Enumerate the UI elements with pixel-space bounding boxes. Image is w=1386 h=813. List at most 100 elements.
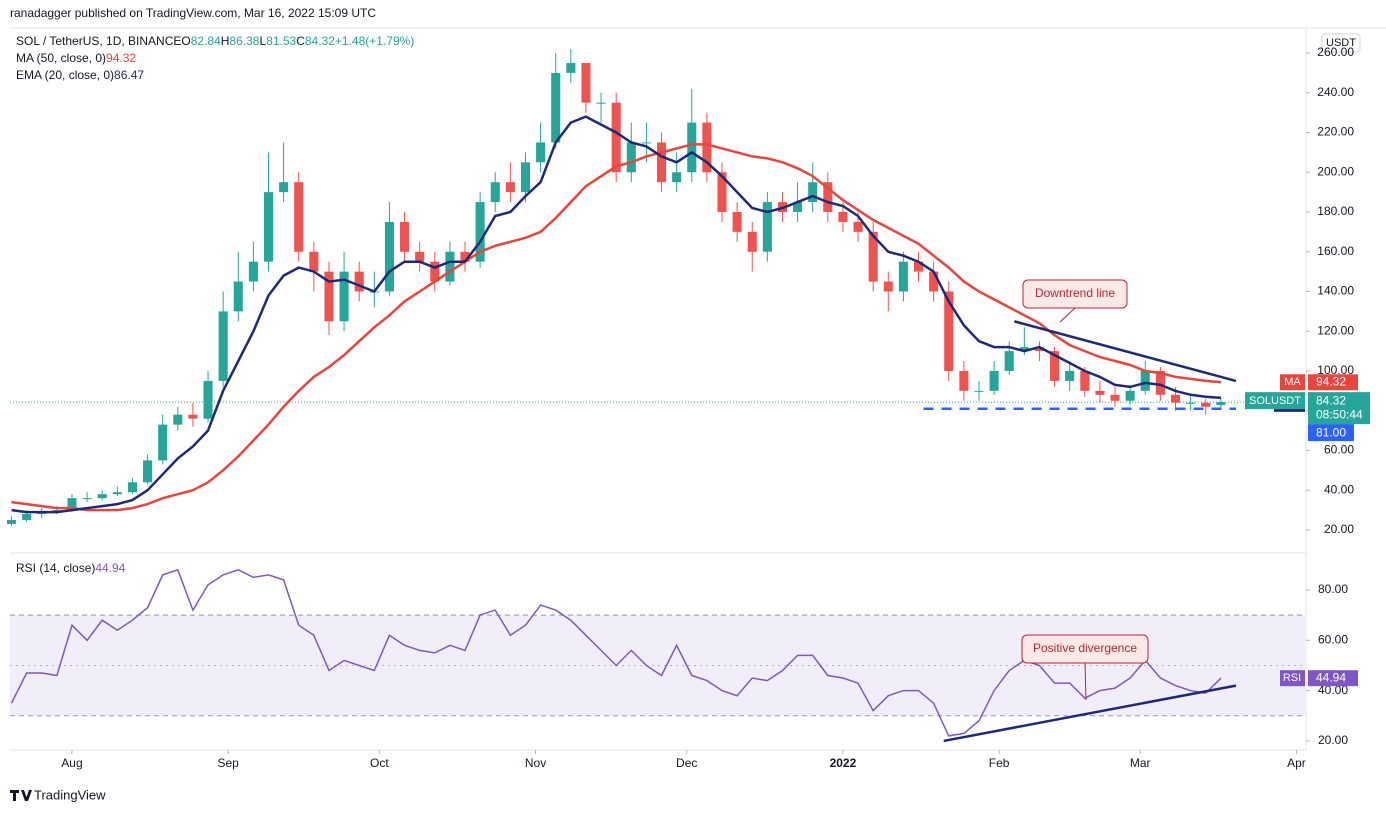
candle-body <box>354 271 364 292</box>
x-tick-label: Nov <box>525 756 546 770</box>
candle-body <box>1110 394 1120 401</box>
candle-body <box>883 281 893 292</box>
ohlc-key: O <box>181 34 190 48</box>
countdown: 08:50:44 <box>1316 407 1363 421</box>
x-tick-label: Sep <box>218 756 240 770</box>
y-tick-label: 40.00 <box>1324 482 1354 496</box>
candle-body <box>173 414 183 425</box>
legend-value: 86.47 <box>114 68 144 82</box>
symbol: SOL / TetherUS, 1D, BINANCE <box>16 34 181 48</box>
price-tag-box <box>1245 392 1305 410</box>
support-value-box <box>1308 424 1354 442</box>
y-tick-label: 20.00 <box>1324 522 1354 536</box>
candle-body <box>324 271 334 322</box>
legend-value: 94.32 <box>106 51 136 65</box>
candle-body <box>218 311 228 381</box>
candle-body <box>747 231 757 252</box>
candle-body <box>415 251 425 262</box>
change: +1.48 <box>335 34 366 48</box>
candle-body <box>717 172 727 213</box>
candle-body <box>656 142 667 183</box>
legend-item: EMA (20, close, 0)86.47 <box>16 68 144 82</box>
candle-body <box>384 221 394 292</box>
y-tick-label: 140.00 <box>1317 284 1354 298</box>
candle-body <box>6 520 17 524</box>
legend-title: SOL / TetherUS, 1D, BINANCEO82.84H86.38L… <box>16 34 414 48</box>
x-tick-label: Aug <box>61 756 82 770</box>
callout-text: Positive divergence <box>1033 641 1137 655</box>
candle-body <box>1216 402 1226 406</box>
candle-body <box>339 271 349 322</box>
candle-body <box>490 182 500 203</box>
candle-body <box>279 182 289 193</box>
brand: TradingView <box>34 787 106 802</box>
candle-body <box>853 221 863 232</box>
ohlc-key: H <box>221 34 230 48</box>
candle-body <box>1125 390 1135 401</box>
candle-body <box>400 221 410 252</box>
candle-body <box>1019 347 1029 352</box>
publisher: ranadagger published on TradingView.com,… <box>10 6 376 20</box>
candle-body <box>913 261 924 272</box>
candle-body <box>460 251 470 262</box>
y-tick-label: 260.00 <box>1317 45 1354 59</box>
callout-box <box>1021 634 1149 664</box>
candle-body <box>309 251 319 272</box>
candle-body <box>67 498 77 511</box>
rsi-tag-box <box>1280 670 1305 687</box>
candle-body <box>1004 351 1014 371</box>
candle-body <box>793 202 803 213</box>
brand-logo <box>10 790 32 801</box>
candle-body <box>1080 370 1090 391</box>
indicator-line <box>11 115 1221 514</box>
candle-body <box>823 182 833 213</box>
ohlc-value: 82.84 <box>191 34 221 48</box>
candle-body <box>732 212 742 232</box>
callout-text: Downtrend line <box>1035 286 1115 300</box>
candle-body <box>203 380 213 419</box>
rsi-tick-label: 40.00 <box>1318 683 1348 697</box>
rsi-trendline <box>943 684 1237 743</box>
candle-body <box>294 182 304 252</box>
y-tick-label: 100.00 <box>1317 363 1354 377</box>
legend-name: MA (50, close, 0) <box>16 51 106 65</box>
candle-body <box>626 142 636 173</box>
candle-body <box>596 102 606 104</box>
candle-body <box>702 122 712 173</box>
candle-body <box>1170 394 1181 403</box>
ma-tag: MA <box>1284 376 1301 388</box>
callout-box <box>1022 279 1128 309</box>
candle-body <box>1186 402 1196 404</box>
candle-body <box>551 72 561 143</box>
y-tick-label: 120.00 <box>1317 323 1354 337</box>
downtrend-line <box>1013 320 1237 383</box>
candle-body <box>929 271 939 292</box>
candle-body <box>672 172 682 183</box>
candle-body <box>974 390 984 392</box>
candle-body <box>959 370 969 391</box>
candle-body <box>127 482 137 493</box>
rsi-value-box <box>1308 670 1358 687</box>
x-tick-label: 2022 <box>830 756 857 770</box>
legend-item: MA (50, close, 0)94.32 <box>16 51 136 65</box>
candle-body <box>641 142 651 144</box>
rsi-tick-label: 20.00 <box>1318 733 1348 747</box>
candle-body <box>898 261 908 292</box>
rsi-tick-label: 80.00 <box>1318 582 1348 596</box>
ma-value-box <box>1308 374 1358 391</box>
candle-body <box>687 122 697 173</box>
candle-body <box>82 498 92 500</box>
legend-name: EMA (20, close, 0) <box>16 68 114 82</box>
y-tick-label: 220.00 <box>1317 125 1354 139</box>
candle-body <box>475 202 485 262</box>
candle-body <box>838 212 848 222</box>
candle-body <box>1201 402 1211 407</box>
candle-body <box>158 424 168 461</box>
ohlc-value: 81.53 <box>266 34 296 48</box>
candle-body <box>868 231 878 282</box>
rsi-line <box>10 568 1222 737</box>
candle-body <box>944 291 954 371</box>
ohlc-key: C <box>296 34 305 48</box>
candle-body <box>505 182 515 193</box>
candle-body <box>1095 390 1105 395</box>
